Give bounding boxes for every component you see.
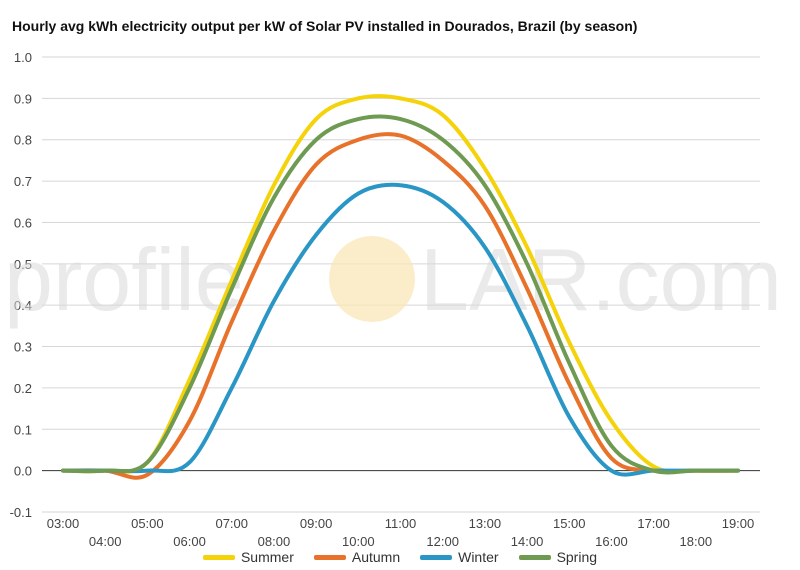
- series-line-autumn[interactable]: [61, 132, 740, 480]
- x-tick-label: 11:00: [385, 516, 417, 531]
- series-line-spring[interactable]: [61, 114, 740, 475]
- x-tick-label: 07:00: [215, 516, 248, 531]
- y-tick-label: 0.6: [14, 215, 32, 230]
- y-tick-label: 1.0: [14, 50, 32, 65]
- series-layer: [61, 94, 740, 480]
- y-tick-labels: -0.1 0.0 0.1 0.2 0.3 0.4 0.5 0.6 0.7 0.8 0.9 1.0: [10, 50, 32, 520]
- y-tick-label: 0.4: [14, 298, 32, 313]
- legend-swatch-summer: [202, 554, 235, 560]
- series-line-winter[interactable]: [61, 182, 740, 477]
- x-tick-label: 06:00: [173, 534, 206, 549]
- x-tick-label: 15:00: [553, 516, 586, 531]
- x-tick-label: 09:00: [300, 516, 333, 531]
- x-tick-label: 19:00: [722, 516, 755, 531]
- legend-swatch-autumn: [313, 554, 346, 560]
- x-tick-label: 03:00: [47, 516, 80, 531]
- x-tick-label: 14:00: [511, 534, 544, 549]
- series-line-summer[interactable]: [61, 94, 740, 474]
- legend-swatch-winter: [420, 554, 453, 560]
- x-tick-labels: 03:00 04:00 05:00 06:00 07:00 08:00 09:00 10:00…: [47, 516, 755, 549]
- y-tick-label: 0.0: [14, 464, 32, 479]
- legend-item-winter[interactable]: Winter: [420, 549, 499, 565]
- x-tick-label: 08:00: [258, 534, 291, 549]
- legend-label-summer: Summer: [240, 549, 294, 565]
- y-tick-label: 0.2: [14, 381, 32, 396]
- y-tick-label: 0.8: [14, 133, 32, 148]
- y-tick-label: 0.5: [14, 257, 32, 272]
- legend-item-summer[interactable]: Summer: [202, 549, 294, 565]
- x-tick-label: 18:00: [680, 534, 713, 549]
- legend-item-autumn[interactable]: Autumn: [313, 549, 401, 565]
- y-tick-label: -0.1: [10, 505, 32, 520]
- x-tick-label: 05:00: [131, 516, 164, 531]
- legend-swatch-spring: [518, 554, 551, 560]
- legend-label-autumn: Autumn: [351, 549, 401, 565]
- x-tick-label: 12:00: [426, 534, 459, 549]
- legend-label-winter: Winter: [458, 549, 499, 565]
- watermark-text-left: profile: [4, 230, 244, 329]
- chart-title: Hourly avg kWh electricity output per kW…: [12, 18, 638, 34]
- y-tick-label: 0.7: [14, 174, 32, 189]
- x-tick-label: 10:00: [342, 534, 375, 549]
- watermark: profile LAR.com: [4, 230, 782, 329]
- x-tick-label: 16:00: [595, 534, 628, 549]
- y-tick-label: 0.1: [14, 422, 32, 437]
- x-tick-label: 13:00: [469, 516, 502, 531]
- x-tick-label: 04:00: [89, 534, 122, 549]
- legend: Summer Autumn Winter Spring: [0, 549, 800, 565]
- y-tick-label: 0.9: [14, 91, 32, 106]
- y-tick-label: 0.3: [14, 340, 32, 355]
- x-tick-label: 17:00: [637, 516, 670, 531]
- watermark-text-right: LAR.com: [420, 230, 782, 329]
- watermark-sun-icon: [329, 236, 415, 322]
- legend-item-spring[interactable]: Spring: [518, 549, 598, 565]
- grid-layer: [42, 56, 760, 513]
- legend-label-spring: Spring: [556, 549, 598, 565]
